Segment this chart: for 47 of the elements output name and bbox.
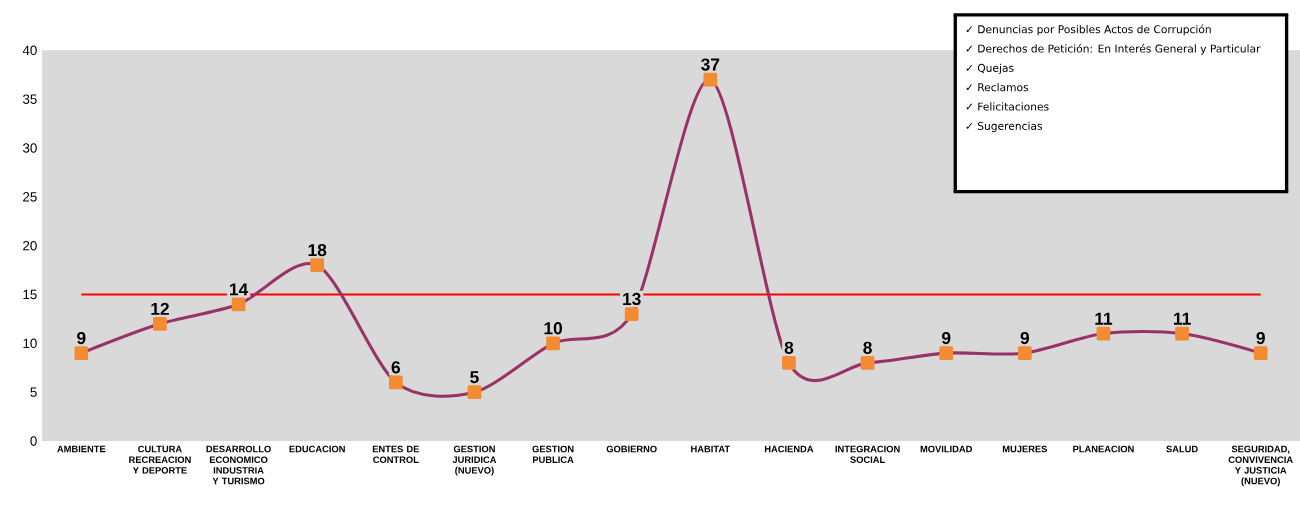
y-tick-label: 40	[22, 45, 37, 56]
y-tick-label: 10	[23, 338, 37, 349]
x-tick-label: DESARROLLO ECONOMICO INDUSTRIA Y TURISMO	[206, 445, 271, 485]
annotation: ✓ Quejas	[966, 63, 1014, 75]
y-tick-label: 35	[22, 94, 37, 104]
y-tick-label: 20	[23, 240, 37, 251]
text: ✓ Denuncias por Posibles Actos de Corrupción	[966, 24, 1211, 36]
x-tick-label: GESTION JURIDICA (NUEVO)	[452, 445, 497, 476]
x-tick-label: GOBIERNO	[606, 445, 657, 453]
x-tick-label: EDUCACION	[289, 445, 345, 453]
x-tick-label: HACIENDA	[764, 445, 814, 453]
data-label: 37	[701, 58, 720, 71]
data-label: 5	[470, 371, 479, 384]
annotation: ✓ Derechos de Petición: En Interés General y Particular	[966, 43, 1261, 55]
data-label: 10	[544, 322, 562, 335]
data-label: 8	[863, 341, 872, 354]
x-tick-label: AMBIENTE	[57, 445, 106, 453]
x-tick-label: ENTES DE CONTROL	[372, 445, 420, 463]
data-label: 11	[1174, 312, 1191, 325]
annotation: ✓ Felicitaciones	[966, 102, 1049, 111]
x-tick-label: SEGURIDAD, CONVIVENCIA Y JUSTICIA (NUEVO)	[1228, 445, 1293, 487]
data-label: 14	[230, 283, 249, 296]
data-label: 9	[77, 331, 86, 345]
y-tick-label: 0	[30, 436, 37, 446]
x-tick-label: GESTION PUBLICA	[532, 445, 574, 463]
x-tick-label: SALUD	[1166, 445, 1198, 453]
x-tick-label: CULTURA RECREACION Y DEPORTE	[129, 445, 191, 474]
x-tick-label: INTEGRACION SOCIAL	[835, 445, 900, 463]
y-tick-label: 25	[23, 192, 37, 202]
data-label: 6	[391, 361, 401, 374]
annotation: ✓ Reclamos	[966, 83, 1029, 92]
x-tick-label: PLANEACION	[1073, 445, 1134, 453]
annotation: ✓ Sugerencias	[966, 121, 1043, 133]
data-label: 18	[308, 243, 327, 257]
data-label: 13	[623, 292, 641, 306]
data-label: 12	[151, 302, 169, 315]
data-label: 9	[1020, 331, 1029, 345]
x-tick-label: MUJERES	[1002, 445, 1048, 453]
y-tick-label: 5	[30, 387, 37, 397]
x-tick-label: HABITAT	[691, 445, 731, 453]
data-label: 9	[941, 331, 951, 345]
y-tick-label: 15	[23, 289, 37, 300]
data-label: 11	[1095, 312, 1113, 325]
data-label: 8	[784, 341, 794, 354]
x-tick-label: MOVILIDAD	[920, 445, 972, 453]
data-label: 9	[1256, 331, 1265, 345]
y-tick-label: 30	[22, 143, 37, 153]
